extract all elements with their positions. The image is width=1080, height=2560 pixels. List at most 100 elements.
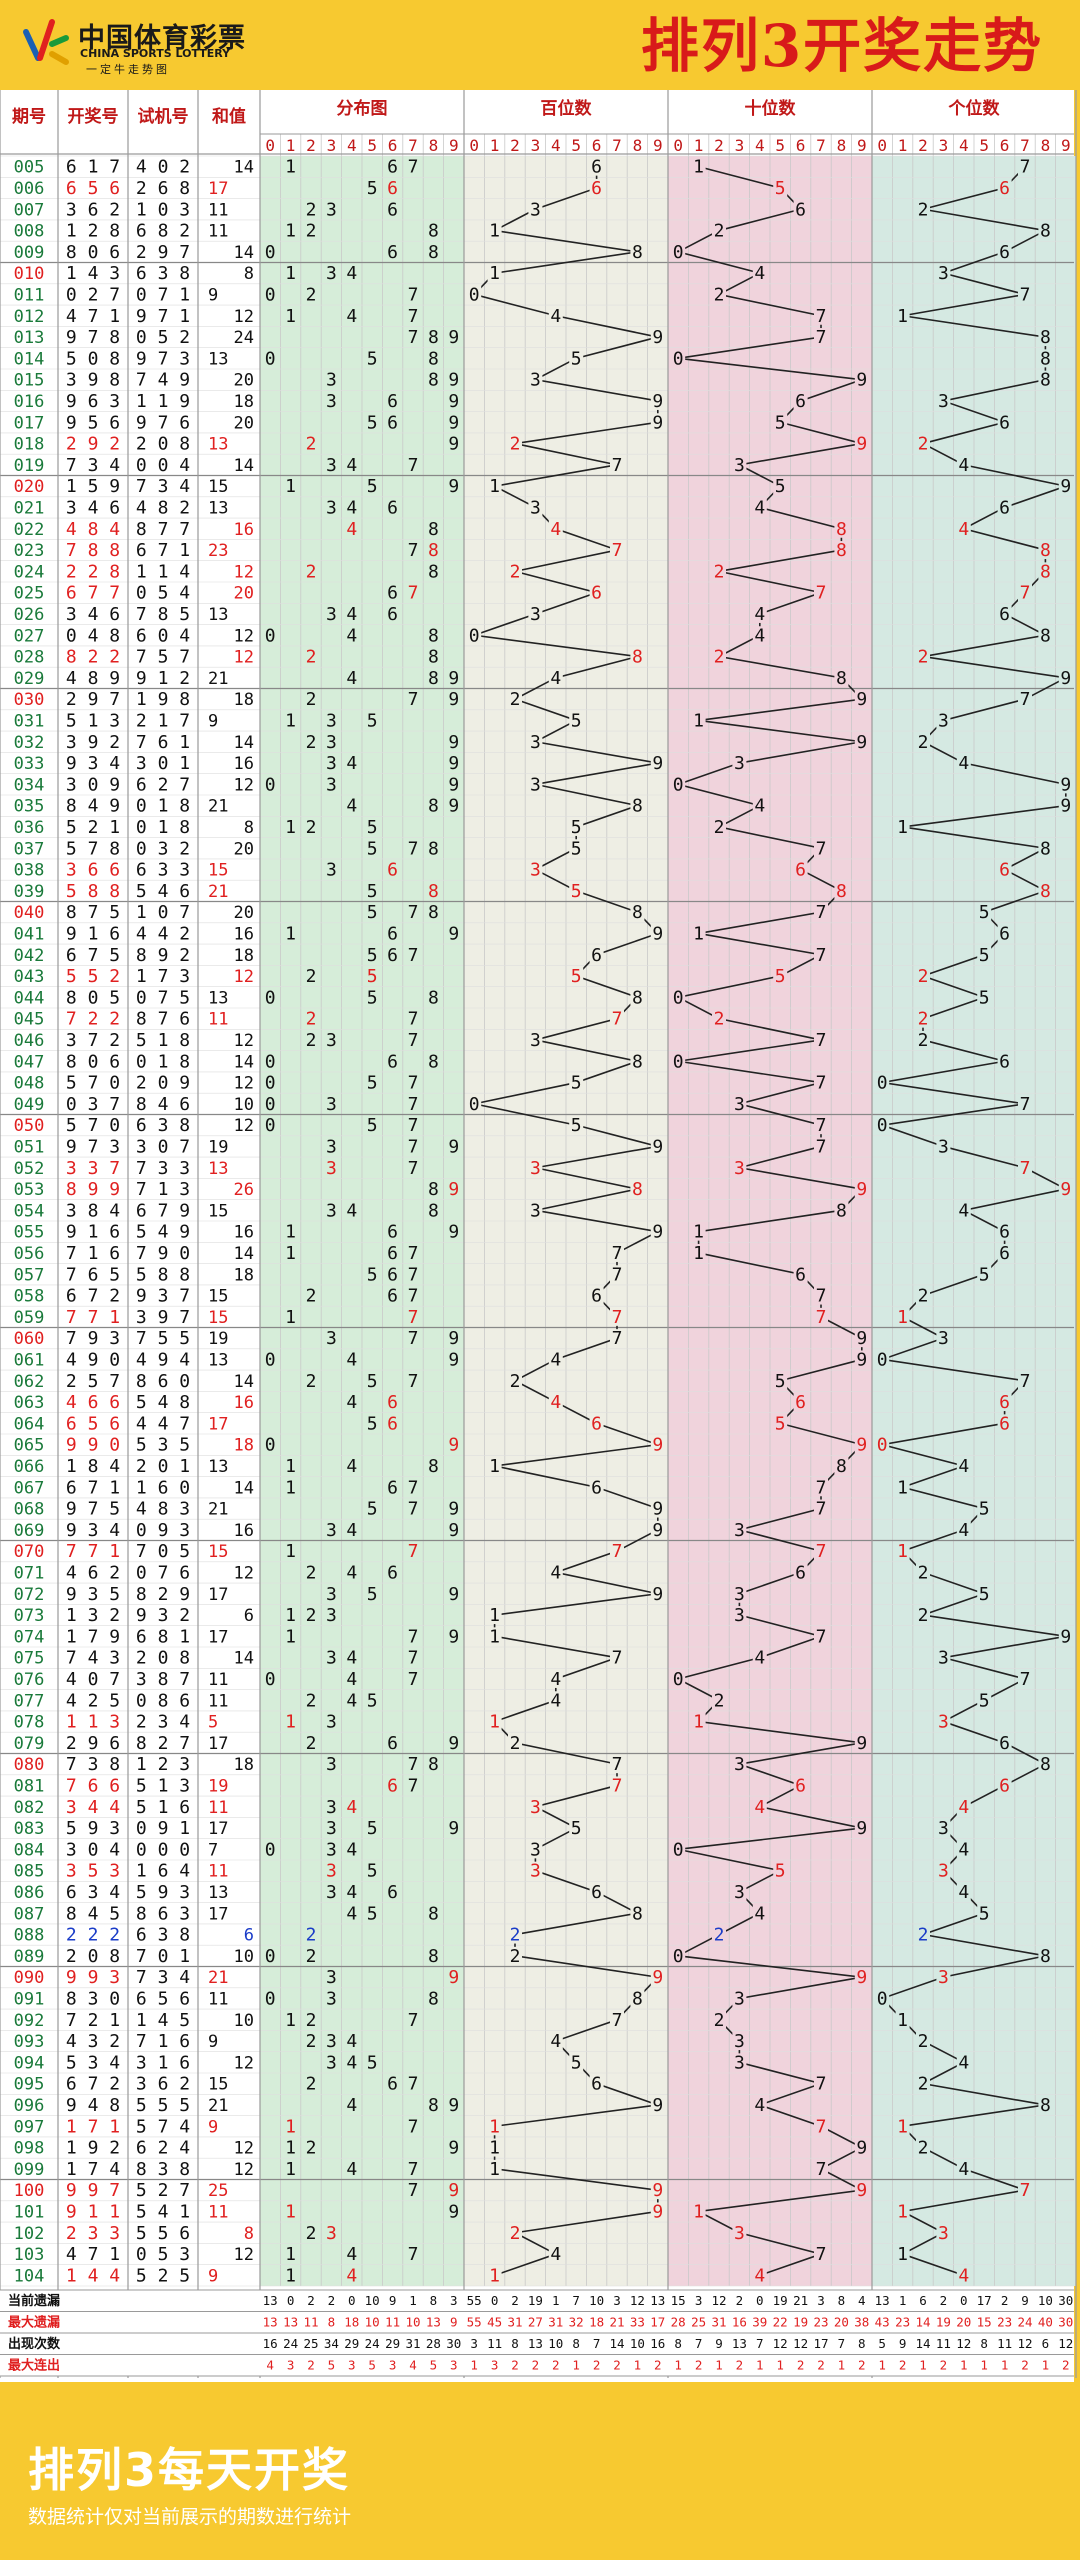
hundreds-digit-bg [508,1925,522,1944]
ones-digit: 9 [1060,668,1071,689]
distribution-digit: 7 [408,1754,419,1775]
tens-digit-bg [732,1094,747,1113]
stat-value-distribution: 31 [405,2336,420,2351]
distribution-digit: 9 [448,370,459,391]
digit-header-distribution: 4 [347,136,357,155]
distribution-digit: 1 [285,2116,296,2137]
hundreds-digit-bg [630,988,645,1007]
sum-cell: 18 [234,1436,254,1456]
stat-value-tens: 2 [736,2358,744,2373]
digit-header-distribution: 6 [388,136,398,155]
tens-digit: 6 [795,860,806,881]
stat-value-distribution: 8 [328,2315,336,2330]
tens-digit-bg [854,370,869,389]
ones-digit: 6 [999,1051,1010,1072]
tens-digit-bg [671,775,686,794]
ones-digit-bg [875,1350,890,1369]
stat-value-ones: 9 [1021,2293,1029,2308]
hundreds-digit: 9 [652,753,663,774]
tens-digit-bg [854,2138,869,2157]
tens-digit-bg [712,1691,726,1710]
tens-digit-bg [814,1073,828,1092]
period-cell: 029 [14,669,45,689]
ones-digit: 5 [979,945,990,966]
ones-digit: 4 [958,2265,969,2286]
ones-digit-bg [997,1243,1012,1262]
sum-cell: 12 [234,626,254,646]
period-cell: 068 [14,1500,45,1520]
hundreds-digit: 6 [591,2074,602,2095]
ones-digit-bg [916,1009,930,1028]
period-cell: 025 [14,584,45,604]
test-number-cell: 0 0 4 [136,455,190,476]
draw-number-cell: 6 7 5 [66,945,120,966]
distribution-digit: 4 [346,263,357,284]
tens-digit-bg [752,498,767,517]
distribution-digit: 6 [387,157,398,178]
tens-digit-bg [752,604,767,623]
distribution-digit: 7 [408,2010,419,2031]
hundreds-digit-bg [650,391,665,410]
tens-digit: 5 [775,178,786,199]
draw-number-cell: 9 9 7 [66,2180,120,2201]
hundreds-digit: 4 [550,1392,561,1413]
tens-digit-bg [814,839,828,858]
hundreds-digit: 9 [652,1499,663,1520]
distribution-digit: 3 [326,1520,337,1541]
distribution-digit: 3 [326,860,337,881]
ones-digit-bg [977,1691,992,1710]
distribution-digit: 5 [367,178,378,199]
tens-digit: 9 [856,1818,867,1839]
tens-digit-bg [854,2181,869,2200]
footer-bar: 排列3每天开奖 数据统计仅对当前展示的期数进行统计 [0,2430,1080,2560]
distribution-digit: 3 [326,1328,337,1349]
draw-number-cell: 4 3 2 [66,2031,120,2052]
tens-digit: 7 [816,838,827,859]
stat-value-hundreds: 1 [634,2358,642,2373]
stat-value-distribution: 10 [365,2315,380,2330]
ones-digit: 3 [938,263,949,284]
draw-number-cell: 8 3 0 [66,1988,120,2009]
stat-value-distribution: 28 [426,2336,441,2351]
test-number-cell: 2 3 4 [136,1712,190,1733]
tens-digit-bg [671,1840,686,1859]
tens-digit: 7 [816,1626,827,1647]
tens-digit: 8 [836,519,847,540]
sum-cell: 16 [234,754,254,774]
distribution-digit: 7 [408,284,419,305]
tens-digit-bg [814,1030,828,1049]
draw-number-cell: 5 7 8 [66,838,120,859]
draw-number-cell: 9 9 0 [66,1435,120,1456]
distribution-digit: 9 [448,732,459,753]
ones-digit: 1 [897,1307,908,1328]
ones-digit: 2 [918,647,929,668]
sum-cell: 8 [244,818,254,838]
stat-value-distribution: 8 [430,2293,438,2308]
hundreds-digit: 3 [530,370,541,391]
ones-digit-bg [1018,285,1032,304]
draw-number-cell: 7 2 1 [66,2010,120,2031]
tens-digit-bg [854,1350,869,1369]
draw-number-cell: 5 0 8 [66,348,120,369]
draw-number-cell: 4 7 1 [66,306,120,327]
draw-number-cell: 3 5 3 [66,1861,120,1882]
hundreds-digit-bg [630,1989,645,2008]
distribution-digit: 7 [408,327,419,348]
stat-value-tens: 4 [858,2293,866,2308]
stat-value-tens: 12 [793,2336,808,2351]
sum-cell: 14 [234,733,254,753]
hundreds-digit: 2 [510,689,521,710]
ones-digit-bg [956,1882,971,1901]
tens-digit: 2 [714,561,725,582]
hundreds-digit: 4 [550,1349,561,1370]
draw-number-cell: 6 3 4 [66,1882,120,1903]
ones-digit: 1 [897,2201,908,2222]
stat-value-hundreds: 55 [467,2293,482,2308]
ones-digit: 3 [938,1861,949,1882]
hundreds-digit: 8 [632,796,643,817]
hundreds-digit: 9 [652,1222,663,1243]
hundreds-digit-bg [487,1606,502,1625]
ones-digit: 6 [999,497,1010,518]
hundreds-digit: 2 [510,561,521,582]
ones-digit: 5 [979,987,990,1008]
